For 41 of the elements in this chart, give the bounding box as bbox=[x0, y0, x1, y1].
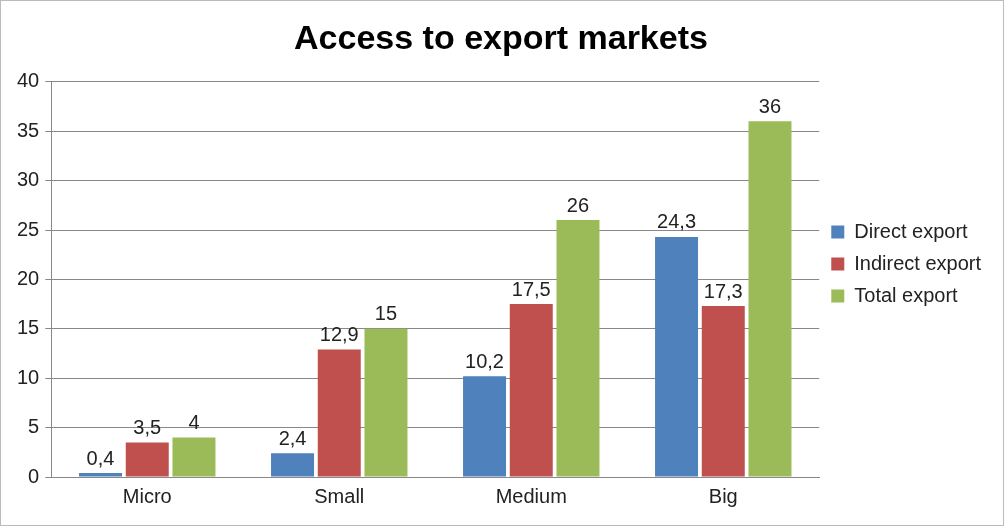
x-tick-label: Small bbox=[314, 484, 365, 507]
bar bbox=[364, 328, 408, 477]
data-label: 12,9 bbox=[319, 323, 359, 346]
x-tick-label: Micro bbox=[122, 484, 172, 507]
bar bbox=[748, 121, 792, 477]
y-tick-label: 25 bbox=[17, 217, 40, 240]
bar bbox=[79, 473, 123, 477]
y-tick-label: 15 bbox=[17, 316, 40, 339]
bar bbox=[701, 306, 745, 477]
y-tick-label: 40 bbox=[17, 69, 40, 92]
bar bbox=[271, 453, 315, 477]
bar bbox=[556, 220, 600, 477]
data-label: 15 bbox=[374, 302, 398, 325]
legend-label: Direct export bbox=[854, 219, 969, 242]
bar bbox=[172, 437, 216, 477]
bar bbox=[509, 304, 553, 477]
x-tick-label: Medium bbox=[495, 484, 567, 507]
data-label: 0,4 bbox=[86, 446, 115, 469]
y-tick-label: 20 bbox=[17, 266, 40, 289]
y-tick-label: 30 bbox=[17, 168, 40, 191]
data-label: 17,3 bbox=[703, 279, 743, 302]
data-label: 3,5 bbox=[133, 415, 162, 438]
legend-label: Indirect export bbox=[854, 251, 982, 274]
legend-label: Total export bbox=[854, 283, 959, 306]
data-label: 4 bbox=[188, 411, 200, 433]
x-tick-label: Big bbox=[708, 484, 738, 507]
data-label: 17,5 bbox=[511, 277, 551, 300]
y-tick-label: 0 bbox=[28, 464, 40, 487]
y-tick-label: 5 bbox=[28, 415, 40, 438]
data-label: 36 bbox=[758, 94, 782, 117]
bar bbox=[317, 349, 361, 477]
data-label: 24,3 bbox=[657, 210, 697, 233]
data-label: 2,4 bbox=[278, 426, 307, 449]
bar bbox=[125, 442, 169, 477]
y-tick-label: 35 bbox=[17, 118, 40, 141]
y-tick-label: 10 bbox=[17, 365, 40, 388]
bar bbox=[463, 376, 507, 477]
chart-title: Access to export markets bbox=[294, 17, 708, 56]
bar bbox=[655, 236, 699, 477]
data-label: 10,2 bbox=[465, 349, 505, 372]
data-label: 26 bbox=[566, 193, 590, 216]
